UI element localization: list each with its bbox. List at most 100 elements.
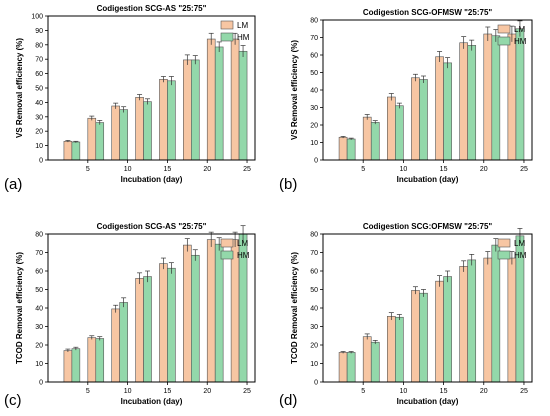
bar-hm: [167, 267, 176, 383]
y-axis-label: VS Removal efficiency (%): [15, 38, 24, 138]
y-tick-label: 80: [35, 42, 43, 49]
chart-panel-a: 0 10 20 30 40 50 60 70 80 90 100 5 10 15 20 25 Codigesti…: [0, 0, 275, 208]
x-tick-label: 20: [203, 166, 211, 173]
chart-panel-b: 0 10 20 30 40 50 60 70 80 5 10 15 20 25 Codigestion SC…: [275, 0, 550, 208]
bar-lm: [159, 263, 168, 383]
bar-lm: [507, 33, 517, 161]
bar-hm: [95, 122, 105, 161]
y-tick-label: 60: [310, 53, 318, 60]
chart-panel-c: 0 10 20 30 40 50 60 70 80 5 10 15 20 25 Codigestion SC…: [0, 208, 275, 416]
bar-lm: [63, 140, 73, 161]
y-tick-label: 30: [310, 324, 318, 331]
bar-lm: [230, 38, 240, 161]
y-tick-label: 20: [310, 123, 318, 130]
y-tick-label: 0: [314, 380, 318, 387]
y-tick-label: 40: [310, 306, 318, 313]
bar-hm: [491, 244, 501, 383]
bar-hm: [214, 243, 224, 383]
y-axis-label: VS Removal efficiency (%): [290, 40, 299, 140]
legend-swatch-hm: [497, 36, 511, 46]
y-tick-label: 80: [310, 232, 318, 239]
x-axis-label: Incubation (day): [397, 175, 459, 184]
bar-hm: [419, 292, 428, 383]
y-tick-label: 50: [35, 86, 43, 93]
x-tick-label: 5: [361, 388, 365, 395]
chart-panel-d: 0 10 20 30 40 50 60 70 80 5 10 15 20 25 Codigestion SC…: [275, 208, 550, 416]
bar-hm: [491, 35, 501, 161]
chart-title: Codigestion SCG-AS "25:75": [97, 222, 207, 231]
bar-lm: [362, 336, 372, 383]
bar-hm: [443, 276, 452, 383]
y-tick-label: 0: [314, 158, 318, 165]
bar-hm: [95, 338, 105, 383]
y-tick-label: 70: [310, 35, 318, 42]
y-tick-label: 50: [310, 70, 318, 77]
x-tick-label: 15: [164, 388, 172, 395]
x-tick-label: 10: [124, 166, 132, 173]
y-tick-label: 20: [310, 343, 318, 350]
bar-hm: [71, 141, 81, 161]
y-tick-label: 30: [35, 114, 43, 121]
bar-lm: [206, 38, 216, 161]
bar-hm: [443, 62, 452, 161]
y-axis-label: TCOD Removal efficiency (%): [290, 252, 299, 364]
bar-lm: [338, 352, 348, 383]
y-tick-label: 10: [310, 361, 318, 368]
chart-title: Codigestion SCG:OFMSW "25:75": [363, 222, 493, 231]
x-tick-label: 5: [361, 166, 365, 173]
legend-swatch-lm: [497, 238, 511, 248]
bar-hm: [214, 46, 224, 161]
y-tick-label: 30: [35, 324, 43, 331]
x-tick-label: 15: [440, 388, 448, 395]
legend-label-lm: LM: [237, 239, 248, 248]
y-tick-label: 70: [310, 250, 318, 257]
y-axis-label: TCOD Removal efficiency (%): [15, 252, 24, 364]
legend-swatch-hm: [220, 32, 234, 42]
bar-lm: [111, 308, 120, 383]
x-tick-label: 25: [520, 166, 528, 173]
bar-lm: [362, 116, 372, 161]
x-tick-label: 10: [124, 388, 132, 395]
bar-lm: [387, 316, 396, 383]
bar-lm: [63, 350, 73, 383]
bar-hm: [395, 105, 404, 161]
y-tick-label: 10: [310, 140, 318, 147]
y-tick-label: 60: [310, 269, 318, 276]
panel-letter-a: (a): [4, 176, 23, 193]
bar-lm: [159, 79, 168, 161]
x-tick-label: 20: [480, 166, 488, 173]
legend-swatch-lm: [220, 20, 234, 30]
x-tick-label: 15: [164, 166, 172, 173]
bar-hm: [119, 302, 128, 383]
bar-hm: [370, 122, 380, 161]
panel-letter-d: (d): [279, 392, 298, 409]
y-tick-label: 10: [35, 143, 43, 150]
x-tick-label: 10: [399, 166, 407, 173]
bar-hm: [419, 79, 428, 161]
legend-swatch-hm: [220, 250, 234, 260]
x-tick-label: 20: [480, 388, 488, 395]
bar-lm: [206, 239, 216, 383]
y-tick-label: 80: [310, 18, 318, 25]
chart-svg-c: 0 10 20 30 40 50 60 70 80 5 10 15 20 25 Codigestion SC…: [15, 222, 256, 406]
x-axis-label: Incubation (day): [121, 175, 183, 184]
y-tick-label: 40: [35, 100, 43, 107]
y-tick-label: 50: [310, 287, 318, 294]
bar-hm: [515, 28, 525, 161]
legend-swatch-lm: [220, 238, 234, 248]
bar-hm: [191, 59, 200, 161]
panel-letter-c: (c): [4, 392, 22, 409]
bar-lm: [411, 77, 420, 161]
x-tick-label: 20: [203, 388, 211, 395]
x-tick-label: 5: [86, 388, 90, 395]
x-axis-label: Incubation (day): [121, 397, 183, 406]
legend-label-hm: HM: [514, 251, 527, 260]
bar-lm: [435, 280, 444, 383]
bar-lm: [87, 337, 97, 383]
y-tick-label: 0: [39, 380, 43, 387]
bar-lm: [435, 56, 444, 161]
chart-title: Codigestion SCG-OFMSW "25:75": [363, 8, 493, 17]
bar-hm: [370, 341, 380, 383]
y-tick-label: 70: [35, 250, 43, 257]
y-tick-label: 10: [35, 361, 43, 368]
